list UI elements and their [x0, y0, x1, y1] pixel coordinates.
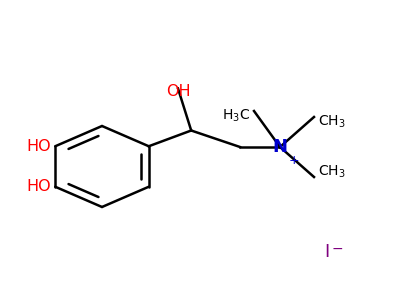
- Text: −: −: [332, 242, 344, 256]
- Text: N: N: [272, 138, 288, 156]
- Text: CH$_3$: CH$_3$: [318, 164, 346, 180]
- Text: H$_3$C: H$_3$C: [222, 108, 250, 124]
- Text: OH: OH: [166, 85, 190, 100]
- Text: +: +: [289, 154, 300, 167]
- Text: HO: HO: [27, 139, 51, 154]
- Text: I: I: [325, 243, 330, 261]
- Text: HO: HO: [27, 179, 51, 194]
- Text: CH$_3$: CH$_3$: [318, 114, 346, 130]
